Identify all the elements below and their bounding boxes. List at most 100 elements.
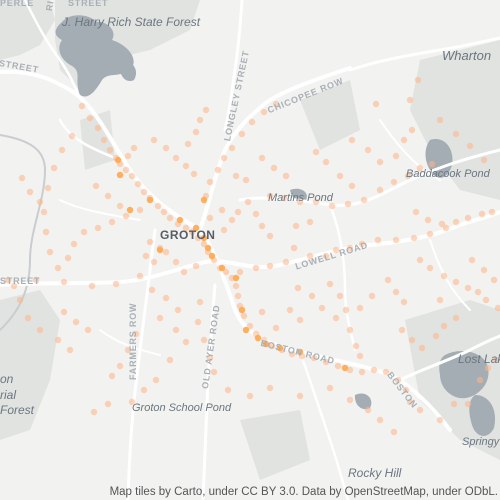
data-point (268, 342, 276, 350)
data-point (426, 264, 434, 272)
data-point (40, 208, 48, 216)
data-point (384, 276, 392, 284)
data-point (408, 126, 416, 134)
data-point (352, 342, 360, 350)
data-point (346, 396, 354, 404)
data-point (370, 366, 378, 374)
data-point (266, 192, 274, 200)
data-point (136, 272, 144, 280)
data-point (376, 416, 384, 424)
data-point (140, 386, 148, 394)
data-point (182, 224, 190, 232)
data-point (80, 228, 88, 236)
data-point (336, 172, 344, 180)
data-point (238, 130, 246, 138)
data-point (228, 216, 236, 224)
data-point (452, 278, 460, 286)
data-point (174, 306, 182, 314)
data-point (60, 308, 68, 316)
water-bodies (55, 15, 496, 436)
data-point (128, 398, 136, 406)
data-point (464, 214, 472, 222)
data-point (288, 350, 296, 358)
data-point-dense (200, 234, 208, 242)
data-point (88, 282, 96, 290)
data-point (172, 258, 180, 266)
label-springy: Springy (462, 436, 500, 448)
data-point (296, 316, 304, 324)
data-point (162, 144, 170, 152)
data-point (192, 262, 200, 270)
data-point (252, 264, 260, 272)
data-point (348, 182, 356, 190)
data-point (308, 292, 316, 300)
data-point (160, 208, 168, 216)
data-point (282, 258, 290, 266)
data-point (252, 210, 260, 218)
data-point (72, 318, 80, 326)
road (348, 36, 500, 72)
data-point-dense (254, 334, 262, 342)
data-point (286, 306, 294, 314)
data-point (122, 212, 130, 220)
data-point (150, 136, 158, 144)
data-point (44, 184, 52, 192)
map-attribution[interactable]: Map tiles by Carto, under CC BY 3.0. Dat… (109, 486, 498, 498)
data-point (390, 178, 398, 186)
data-point (220, 226, 228, 234)
data-point (134, 180, 142, 188)
data-point (182, 162, 190, 170)
data-point (418, 344, 426, 352)
data-point (306, 252, 314, 260)
data-point (258, 308, 266, 316)
road (429, 239, 471, 311)
data-point (416, 164, 424, 172)
label-harry-rich-forest: J. Harry Rich State Forest (62, 15, 201, 29)
data-point (488, 208, 496, 216)
data-point (492, 356, 500, 364)
data-point (368, 292, 376, 300)
data-point-dense (276, 344, 284, 352)
data-point (130, 144, 138, 152)
data-point (202, 106, 210, 114)
data-point (374, 236, 382, 244)
data-point (466, 142, 474, 150)
data-point (270, 164, 278, 172)
data-point (296, 392, 304, 400)
data-point (234, 292, 242, 300)
data-point (344, 200, 352, 208)
data-point (140, 188, 148, 196)
data-point (346, 326, 354, 334)
data-point (246, 322, 254, 330)
data-point-dense (114, 156, 122, 164)
data-point (232, 282, 240, 290)
data-point (346, 244, 354, 252)
data-point (172, 326, 180, 334)
data-point (484, 364, 492, 372)
water-body (469, 395, 496, 436)
park-areas (0, 0, 500, 480)
data-point (364, 406, 372, 414)
data-point (438, 220, 446, 228)
label-wharton: Wharton (442, 48, 492, 63)
data-point (162, 248, 170, 256)
data-point (480, 266, 488, 274)
data-point (356, 352, 364, 360)
data-point (312, 148, 320, 156)
data-point (312, 198, 320, 206)
data-point (442, 224, 450, 232)
data-point (66, 346, 74, 354)
data-point (260, 108, 268, 116)
data-point (266, 384, 274, 392)
label-baddacook-pond: Baddacook Pond (406, 168, 490, 180)
data-point (166, 356, 174, 364)
data-point (306, 218, 314, 226)
data-point (428, 160, 436, 168)
data-point (404, 172, 412, 180)
data-point (70, 240, 78, 248)
label-memorial-rial: rial (0, 388, 17, 402)
data-point (392, 152, 400, 160)
data-point (266, 262, 274, 270)
data-point (148, 286, 156, 294)
